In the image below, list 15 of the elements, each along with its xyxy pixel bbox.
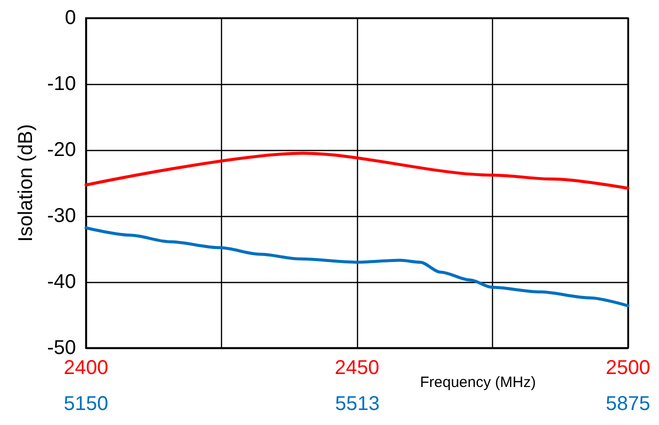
- y-tick-label: -50: [47, 337, 76, 359]
- x-axis-title: Frequency (MHz): [420, 374, 536, 391]
- y-tick-label: 0: [64, 7, 76, 29]
- x2-tick-label: 5150: [64, 393, 108, 415]
- line-series: [84, 152, 630, 190]
- y-tick-label: -20: [47, 139, 76, 161]
- x-tick-label: 2500: [606, 357, 650, 379]
- y-tick-label: -10: [47, 73, 76, 95]
- x-tick-label: 2450: [334, 357, 380, 379]
- x2-tick-label: 5513: [335, 393, 380, 415]
- x-tick-label: 2400: [64, 357, 108, 379]
- y-tick-label: -30: [47, 205, 76, 227]
- x2-tick-label: 5875: [606, 393, 650, 415]
- y-tick-label: -40: [47, 271, 76, 293]
- y-axis-title: Isolation (dB): [15, 124, 38, 242]
